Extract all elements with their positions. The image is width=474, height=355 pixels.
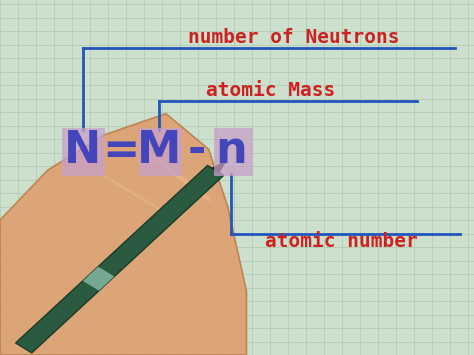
Polygon shape <box>16 165 224 353</box>
Text: N: N <box>64 129 101 173</box>
Text: M: M <box>137 129 181 173</box>
FancyBboxPatch shape <box>62 128 105 176</box>
Text: atomic number: atomic number <box>265 232 418 251</box>
Text: number of Neutrons: number of Neutrons <box>188 28 400 47</box>
Polygon shape <box>0 114 246 355</box>
Text: -: - <box>188 129 206 173</box>
Polygon shape <box>83 267 114 291</box>
Polygon shape <box>211 160 227 173</box>
FancyBboxPatch shape <box>139 128 182 176</box>
Text: atomic Mass: atomic Mass <box>206 81 335 100</box>
Text: n: n <box>216 129 247 173</box>
FancyBboxPatch shape <box>214 128 253 176</box>
Text: =: = <box>102 129 139 173</box>
